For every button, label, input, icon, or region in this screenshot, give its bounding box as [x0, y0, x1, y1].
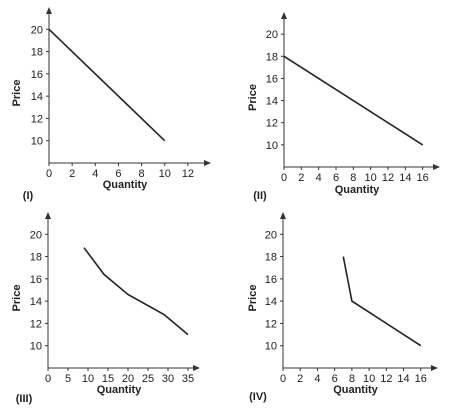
chart-panel-1: 10 12 14 16 18 20 0 2 4 6 8 10 12 Quantity Price (I) — [11, 7, 211, 202]
demand-curve-line — [83, 247, 189, 336]
y-axis-title: Price — [11, 80, 23, 107]
y-tick-label: 10 — [31, 136, 43, 148]
x-tick-label: 4 — [316, 172, 322, 184]
x-tick-label: 0 — [46, 168, 52, 180]
x-tick-label: 20 — [122, 373, 134, 385]
x-tick-label: 25 — [142, 373, 154, 385]
y-tick-label: 18 — [30, 252, 42, 264]
x-tick-label: 2 — [297, 373, 303, 385]
x-axis-title: Quantity — [103, 179, 148, 191]
y-axis-title: Price — [247, 285, 259, 312]
x-tick-label: 10 — [159, 168, 171, 180]
y-tick-label: 20 — [265, 229, 277, 241]
y-tick-label: 16 — [31, 69, 43, 81]
y-axis-arrow — [45, 212, 51, 219]
x-tick-label: 8 — [349, 373, 355, 385]
x-tick-label: 6 — [333, 172, 339, 184]
x-axis-title: Quantity — [335, 184, 380, 196]
x-tick-label: 15 — [102, 373, 114, 385]
chart-panel-3: 10 12 14 16 18 20 0 5 10 15 20 25 30 35 Quantity Price (… — [11, 212, 200, 405]
y-axis-arrow — [46, 7, 52, 14]
y-axis-arrow — [280, 212, 286, 219]
x-tick-label: 5 — [65, 373, 71, 385]
y-tick-label: 16 — [30, 274, 42, 286]
x-tick-label: 12 — [182, 168, 194, 180]
x-tick-label: 10 — [365, 172, 377, 184]
y-tick-label: 14 — [265, 296, 277, 308]
x-axis-title: Quantity — [97, 384, 142, 396]
y-tick-label: 20 — [30, 229, 42, 241]
y-tick-label: 12 — [266, 118, 278, 130]
x-tick-label: 4 — [92, 168, 98, 180]
panel-label: (III) — [16, 393, 33, 405]
y-tick-label: 20 — [266, 29, 278, 41]
y-tick-label: 10 — [266, 140, 278, 152]
x-tick-label: 0 — [45, 373, 51, 385]
x-tick-label: 35 — [182, 373, 194, 385]
x-axis-title: Quantity — [333, 384, 378, 396]
x-axis-arrow — [431, 365, 438, 371]
panel-label: (II) — [253, 190, 267, 202]
x-tick-label: 10 — [363, 373, 375, 385]
x-tick-label: 12 — [382, 172, 394, 184]
x-tick-label: 0 — [281, 172, 287, 184]
y-axis-arrow — [281, 12, 287, 19]
y-tick-label: 16 — [265, 274, 277, 286]
y-tick-label: 12 — [30, 318, 42, 330]
x-tick-label: 2 — [298, 172, 304, 184]
y-tick-label: 18 — [265, 252, 277, 264]
x-tick-label: 30 — [162, 373, 174, 385]
x-axis-arrow — [193, 365, 200, 371]
y-axis-title: Price — [247, 84, 259, 111]
x-axis-arrow — [433, 164, 440, 170]
y-tick-label: 10 — [30, 341, 42, 353]
x-tick-label: 4 — [314, 373, 320, 385]
y-tick-label: 20 — [31, 24, 43, 36]
y-tick-label: 18 — [266, 51, 278, 63]
demand-curve-line — [48, 28, 166, 142]
y-tick-label: 14 — [266, 96, 278, 108]
x-axis-arrow — [204, 160, 211, 166]
x-tick-label: 8 — [350, 172, 356, 184]
x-tick-label: 2 — [69, 168, 75, 180]
x-tick-label: 6 — [332, 373, 338, 385]
x-tick-label: 16 — [415, 373, 427, 385]
demand-curve-line — [342, 256, 422, 347]
y-tick-label: 16 — [266, 73, 278, 85]
x-tick-label: 14 — [397, 373, 409, 385]
y-axis-title: Price — [11, 285, 23, 312]
y-tick-label: 14 — [30, 296, 42, 308]
panel-label: (IV) — [249, 391, 267, 403]
y-tick-label: 12 — [31, 113, 43, 125]
panel-label: (I) — [23, 190, 34, 202]
x-tick-label: 14 — [399, 172, 411, 184]
y-tick-label: 10 — [265, 341, 277, 353]
x-tick-label: 8 — [139, 168, 145, 180]
x-tick-label: 12 — [380, 373, 392, 385]
y-tick-label: 12 — [265, 318, 277, 330]
x-tick-label: 0 — [280, 373, 286, 385]
demand-curve-line — [283, 55, 424, 146]
y-tick-label: 14 — [31, 91, 43, 103]
x-tick-label: 10 — [82, 373, 94, 385]
chart-panel-4: 10 12 14 16 18 20 0 2 4 6 8 10 12 14 16 Quantity Price (I… — [247, 212, 438, 403]
y-tick-label: 18 — [31, 47, 43, 59]
chart-panel-2: 10 12 14 16 18 20 0 2 4 6 8 10 12 14 16 Quantity Price (I… — [247, 12, 440, 202]
x-tick-label: 16 — [417, 172, 429, 184]
x-tick-label: 6 — [115, 168, 121, 180]
